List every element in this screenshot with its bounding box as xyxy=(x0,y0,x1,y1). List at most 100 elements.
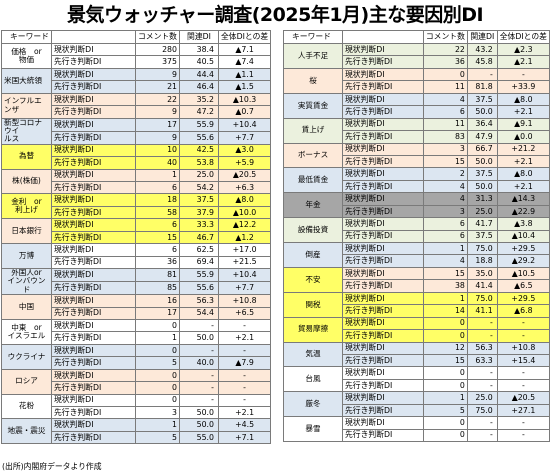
page-title: 景気ウォッチャー調査(2025年1月)主な要因別DI xyxy=(66,4,484,26)
count-cell: 18 xyxy=(135,193,180,207)
table-row: 先行き判断DI 5 40.0 ▲7.9 xyxy=(2,356,272,370)
diff-cell: +5.9 xyxy=(217,156,272,170)
di-cell: 55.6 xyxy=(178,130,219,145)
diff-cell: ▲7.1 xyxy=(217,42,272,57)
keyword-cell: インフルエンザ xyxy=(1,92,52,119)
table-row: 先行き判断DI 15 50.0 +2.1 xyxy=(284,154,550,169)
diff-cell: ▲8.0 xyxy=(217,193,272,207)
count-cell: 40 xyxy=(135,156,180,170)
di-cell: 56.3 xyxy=(178,294,219,308)
count-cell: 36 xyxy=(422,55,468,69)
table-row: 設備投資 現状判断DI 6 41.7 ▲3.8 xyxy=(282,217,550,243)
type-cell: 先行き判断DI xyxy=(51,156,136,170)
count-cell: 0 xyxy=(422,67,468,82)
type-cell: 先行き判断DI xyxy=(342,55,424,69)
type-cell: 現状判断DI xyxy=(342,142,424,156)
table-row: 台風 現状判断DI 0- - xyxy=(282,366,550,393)
type-cell: 先行き判断DI xyxy=(51,105,136,119)
diff-cell: - xyxy=(217,393,272,408)
header-diff: 全体DIとの差 xyxy=(496,30,550,44)
type-cell: 先行き判断DI xyxy=(342,229,424,244)
type-cell: 先行き判断DI xyxy=(51,381,136,395)
type-cell: 現状判断DI xyxy=(51,268,136,283)
count-cell: 280 xyxy=(135,42,180,57)
di-cell: 37.5 xyxy=(466,167,498,181)
count-cell: 1 xyxy=(422,291,468,306)
count-cell: 1 xyxy=(135,168,180,182)
diff-cell: ▲1.2 xyxy=(217,230,272,245)
diff-cell: ▲2.1 xyxy=(496,55,550,69)
diff-cell: ▲3.8 xyxy=(496,217,550,231)
diff-cell: - xyxy=(496,67,550,82)
di-cell: 44.4 xyxy=(178,67,219,82)
diff-cell: ▲1.5 xyxy=(217,80,272,94)
table-header-row: キーワード コメント数 関連DI 全体DIとの差 xyxy=(1,30,272,44)
di-cell: - xyxy=(178,368,219,383)
table-row: 先行き判断DI 9 55.6 +7.7 xyxy=(2,130,272,145)
count-cell: 12 xyxy=(422,341,468,355)
di-cell: 54.4 xyxy=(178,306,219,320)
di-cell: 50.0 xyxy=(466,154,498,169)
table-row: 不安 現状判断DI 15 35.0 ▲10.5 xyxy=(282,266,550,293)
type-cell: 先行き判断DI xyxy=(342,329,424,343)
count-cell: 9 xyxy=(135,67,180,82)
di-cell: 55.9 xyxy=(178,117,219,132)
right-keyword-table: キーワード コメント数 関連DI 全体DIとの差 人手不足 現状判断DI 22 43.… xyxy=(282,30,550,443)
di-cell: 37.5 xyxy=(466,92,498,107)
count-cell: 16 xyxy=(135,294,180,308)
count-cell: 81 xyxy=(135,268,180,283)
type-cell: 先行き判断DI xyxy=(342,179,424,194)
diff-cell: +10.4 xyxy=(217,268,272,283)
di-cell: 62.5 xyxy=(178,243,219,257)
type-cell: 先行き判断DI xyxy=(342,204,424,219)
table-row: 実質賃金 現状判断DI 4 37.5 ▲8.0 xyxy=(282,92,550,119)
di-cell: 75.0 xyxy=(466,241,498,256)
table-row: 倒産 現状判断DI 1 75.0 +29.5 xyxy=(282,241,550,268)
diff-cell: - xyxy=(496,428,550,443)
diff-cell: - xyxy=(217,343,272,358)
di-cell: 47.9 xyxy=(466,130,498,144)
diff-cell: - xyxy=(496,416,550,430)
di-cell: 37.5 xyxy=(466,229,498,244)
table-row: 日本銀行 現状判断DI 6 33.3 ▲12.2 xyxy=(1,218,272,245)
keyword-cell: 最低賃金 xyxy=(282,167,344,194)
type-cell: 先行き判断DI xyxy=(342,378,424,393)
count-cell: 15 xyxy=(422,154,468,169)
diff-cell: +7.7 xyxy=(217,281,272,296)
count-cell: 4 xyxy=(422,92,468,107)
diff-cell: +2.1 xyxy=(496,179,550,194)
table-row: 外国人or インバウンド 現状判断DI 81 55.9 +10.4 xyxy=(1,268,272,296)
diff-cell: +21.2 xyxy=(496,142,550,156)
type-cell: 現状判断DI xyxy=(342,241,424,256)
keyword-cell: 実質賃金 xyxy=(282,92,344,119)
type-cell: 先行き判断DI xyxy=(342,403,424,418)
table-row: 先行き判断DI 36 69.4 +21.5 xyxy=(2,255,272,270)
keyword-cell: 台風 xyxy=(282,366,344,393)
table-row: 金利 or 利上げ 現状判断DI 18 37.5 ▲8.0 xyxy=(1,193,272,220)
keyword-cell: 不安 xyxy=(282,266,344,293)
type-cell: 現状判断DI xyxy=(342,217,424,231)
di-cell: 35.0 xyxy=(466,266,498,281)
count-cell: 0 xyxy=(422,316,468,331)
type-cell: 現状判断DI xyxy=(342,291,424,306)
type-cell: 現状判断DI xyxy=(51,168,136,182)
di-cell: 42.5 xyxy=(178,143,219,158)
table-row: 先行き判断DI 40 53.8 +5.9 xyxy=(2,156,272,170)
type-cell: 現状判断DI xyxy=(342,117,424,132)
di-cell: 46.7 xyxy=(178,230,219,245)
diff-cell: - xyxy=(217,318,272,333)
table-row: 関税 現状判断DI 1 75.0 +29.5 xyxy=(282,291,550,318)
type-cell: 先行き判断DI xyxy=(51,255,136,270)
diff-cell: ▲9.1 xyxy=(496,117,550,132)
table-row: ウクライナ 現状判断DI 0- - xyxy=(1,343,272,370)
count-cell: 11 xyxy=(422,117,468,132)
di-cell: - xyxy=(466,378,498,393)
count-cell: 3 xyxy=(422,142,468,156)
count-cell: 5 xyxy=(135,430,180,445)
di-cell: 41.1 xyxy=(466,304,498,318)
di-cell: 33.3 xyxy=(178,218,219,232)
di-cell: - xyxy=(466,428,498,443)
table-row: 人手不足 現状判断DI 22 43.2 ▲2.3 xyxy=(282,42,550,69)
table-header-row: キーワード コメント数 関連DI 全体DIとの差 xyxy=(282,30,550,44)
type-cell: 先行き判断DI xyxy=(51,130,136,145)
